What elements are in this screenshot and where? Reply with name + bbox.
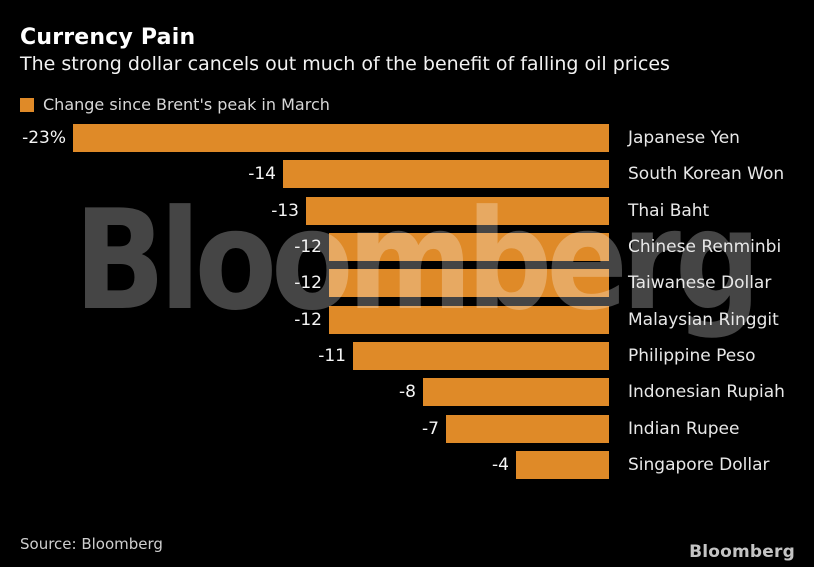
bar-category-label: South Korean Won: [628, 164, 785, 184]
bar: [329, 233, 609, 261]
bar-row: -12 Malaysian Ringgit: [0, 306, 814, 334]
bar-row: -23% Japanese Yen: [0, 124, 814, 152]
chart-legend: Change since Brent's peak in March: [20, 95, 330, 114]
legend-swatch-icon: [20, 97, 34, 112]
bar-row: -7 Indian Rupee: [0, 415, 814, 443]
bar-row: -12 Taiwanese Dollar: [0, 269, 814, 297]
bar-row: -11 Philippine Peso: [0, 342, 814, 370]
bar-value-label: -23%: [22, 128, 66, 148]
bar-value-label: -12: [294, 273, 322, 293]
bar: [283, 160, 609, 188]
bar-row: -12 Chinese Renminbi: [0, 233, 814, 261]
bar-row: -14 South Korean Won: [0, 160, 814, 188]
bar: [306, 197, 609, 225]
bar: [516, 451, 609, 479]
bar: [73, 124, 609, 152]
chart-subtitle: The strong dollar cancels out much of th…: [20, 53, 670, 75]
page-title: Currency Pain: [20, 25, 196, 50]
bar: [353, 342, 609, 370]
bar-value-label: -7: [422, 419, 439, 439]
bar-category-label: Indonesian Rupiah: [628, 382, 785, 402]
bar-value-label: -11: [318, 346, 346, 366]
bar: [329, 306, 609, 334]
bar-value-label: -14: [248, 164, 276, 184]
legend-label: Change since Brent's peak in March: [43, 95, 330, 114]
bar-value-label: -12: [294, 237, 322, 257]
bar-category-label: Singapore Dollar: [628, 455, 770, 475]
bar: [329, 269, 609, 297]
bar-category-label: Philippine Peso: [628, 346, 756, 366]
bar-value-label: -8: [399, 382, 416, 402]
bar-category-label: Malaysian Ringgit: [628, 310, 779, 330]
bar-chart: -23% Japanese Yen -14 South Korean Won -13 Th…: [0, 124, 814, 480]
bar-value-label: -4: [492, 455, 509, 475]
bar: [423, 378, 609, 406]
bar-category-label: Chinese Renminbi: [628, 237, 782, 257]
bar-value-label: -12: [294, 310, 322, 330]
bar-category-label: Indian Rupee: [628, 419, 740, 439]
bar-row: -4 Singapore Dollar: [0, 451, 814, 479]
bar-category-label: Thai Baht: [628, 201, 710, 221]
bar-value-label: -13: [271, 201, 299, 221]
bloomberg-logo: Bloomberg: [689, 542, 795, 562]
source-note: Source: Bloomberg: [20, 535, 163, 553]
bar-category-label: Taiwanese Dollar: [628, 273, 772, 293]
bar-row: -8 Indonesian Rupiah: [0, 378, 814, 406]
bar-row: -13 Thai Baht: [0, 197, 814, 225]
bar: [446, 415, 609, 443]
bar-category-label: Japanese Yen: [628, 128, 740, 148]
